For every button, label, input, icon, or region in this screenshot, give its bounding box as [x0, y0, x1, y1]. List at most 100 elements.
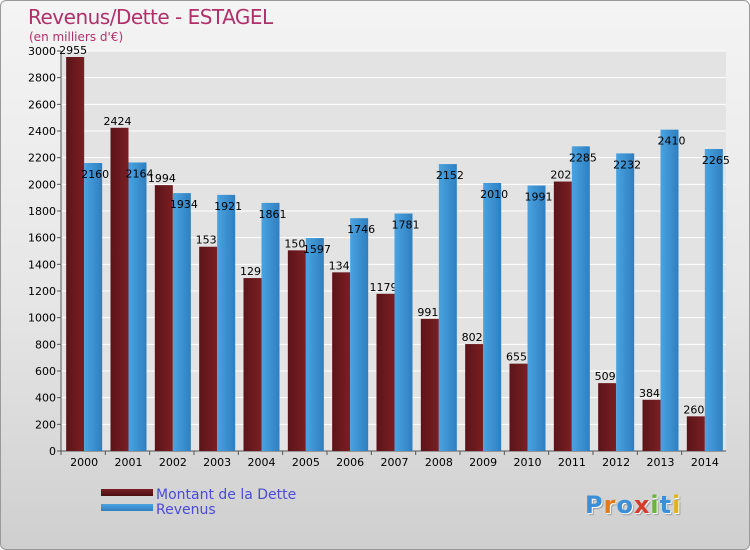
x-tick-label: 2008 — [425, 456, 453, 469]
chart-title: Revenus/Dette - ESTAGEL — [28, 5, 273, 29]
data-label-revenus: 1597 — [303, 243, 331, 256]
data-label-dette: 384 — [639, 387, 660, 400]
proxiti-logo: Proxiti — [585, 491, 681, 519]
bar-dette — [243, 278, 262, 451]
logo-letter: i — [672, 491, 682, 519]
legend-swatch-dette — [101, 489, 153, 496]
x-tick-label: 2003 — [203, 456, 231, 469]
y-tick-label: 200 — [35, 418, 56, 431]
x-tick-label: 2009 — [469, 456, 497, 469]
bar-revenus — [616, 153, 635, 451]
bar-revenus — [350, 218, 369, 451]
y-tick-label: 1400 — [28, 258, 56, 271]
bar-revenus — [704, 149, 723, 451]
data-label-revenus: 1861 — [259, 208, 287, 221]
y-tick-label: 2400 — [28, 125, 56, 138]
data-label-revenus: 2410 — [658, 135, 686, 148]
bar-dette — [553, 181, 572, 452]
data-label-dette: 134 — [329, 259, 350, 272]
logo-letter: r — [603, 491, 617, 519]
bar-dette — [642, 399, 661, 451]
y-tick-label: 2000 — [28, 178, 56, 191]
bar-dette — [199, 246, 218, 451]
bar-revenus — [217, 194, 236, 451]
data-label-revenus: 2265 — [702, 154, 730, 167]
bar-dette — [66, 57, 85, 451]
y-tick-label: 800 — [35, 338, 56, 351]
y-tick-label: 1200 — [28, 285, 56, 298]
x-tick-label: 2011 — [558, 456, 586, 469]
data-label-dette: 150 — [284, 237, 305, 250]
logo-letter: P — [585, 491, 604, 519]
data-label-dette: 2955 — [59, 44, 87, 57]
legend-label-dette: Montant de la Dette — [156, 487, 297, 503]
data-label-dette: 202 — [550, 169, 571, 182]
x-tick-label: 2014 — [691, 456, 719, 469]
x-tick-label: 2002 — [159, 456, 187, 469]
x-tick-label: 2007 — [381, 456, 409, 469]
logo-letter: t — [659, 491, 673, 519]
logo-letter: x — [633, 491, 651, 519]
data-label-revenus: 1746 — [347, 223, 375, 236]
bar-dette — [509, 363, 528, 451]
legend-swatch-revenus — [101, 504, 153, 511]
bar-dette — [110, 127, 129, 452]
data-label-dette: 509 — [595, 370, 616, 383]
bar-dette — [154, 185, 173, 451]
x-tick-label: 2001 — [115, 456, 143, 469]
bar-revenus — [483, 183, 502, 451]
y-tick-label: 3000 — [28, 45, 56, 58]
y-tick-label: 1600 — [28, 232, 56, 245]
data-label-revenus: 2160 — [81, 168, 109, 181]
bar-revenus — [84, 163, 103, 451]
bar-revenus — [438, 164, 457, 452]
data-label-revenus: 2285 — [569, 151, 597, 164]
logo-letter: o — [616, 491, 634, 519]
data-label-dette: 991 — [417, 306, 438, 319]
data-label-revenus: 1991 — [525, 191, 553, 204]
bar-revenus — [305, 238, 324, 451]
data-label-dette: 153 — [196, 234, 217, 247]
y-tick-label: 1000 — [28, 312, 56, 325]
x-tick-label: 2010 — [514, 456, 542, 469]
legend-label-revenus: Revenus — [156, 502, 216, 518]
y-tick-label: 600 — [35, 365, 56, 378]
y-tick-label: 0 — [49, 445, 56, 458]
bar-revenus — [394, 213, 413, 451]
x-tick-label: 2006 — [336, 456, 364, 469]
bar-dette — [465, 344, 484, 451]
y-tick-label: 2200 — [28, 152, 56, 165]
data-label-dette: 129 — [240, 265, 261, 278]
x-tick-label: 2013 — [647, 456, 675, 469]
data-label-revenus: 1934 — [170, 198, 198, 211]
logo-letter: i — [650, 491, 660, 519]
bar-revenus — [128, 162, 147, 451]
bar-revenus — [660, 129, 679, 451]
data-label-dette: 1179 — [370, 281, 398, 294]
bar-revenus — [172, 193, 191, 451]
y-tick-label: 2600 — [28, 98, 56, 111]
bar-dette — [287, 250, 306, 451]
y-tick-label: 1800 — [28, 205, 56, 218]
y-tick-label: 2800 — [28, 72, 56, 85]
data-label-revenus: 1921 — [214, 200, 242, 213]
data-label-revenus: 2152 — [436, 169, 464, 182]
x-tick-label: 2005 — [292, 456, 320, 469]
bar-dette — [332, 272, 351, 451]
data-label-dette: 802 — [462, 331, 483, 344]
data-label-dette: 2424 — [104, 115, 132, 128]
y-tick-label: 400 — [35, 392, 56, 405]
bar-revenus — [571, 146, 590, 452]
data-label-dette: 260 — [683, 403, 704, 416]
data-label-revenus: 1781 — [392, 219, 420, 232]
x-tick-label: 2000 — [70, 456, 98, 469]
data-label-dette: 1994 — [148, 172, 176, 185]
data-label-revenus: 2164 — [126, 167, 154, 180]
bar-dette — [686, 416, 705, 451]
bar-dette — [376, 293, 395, 451]
x-tick-label: 2004 — [248, 456, 276, 469]
x-tick-label: 2012 — [602, 456, 630, 469]
bar-revenus — [261, 202, 280, 451]
